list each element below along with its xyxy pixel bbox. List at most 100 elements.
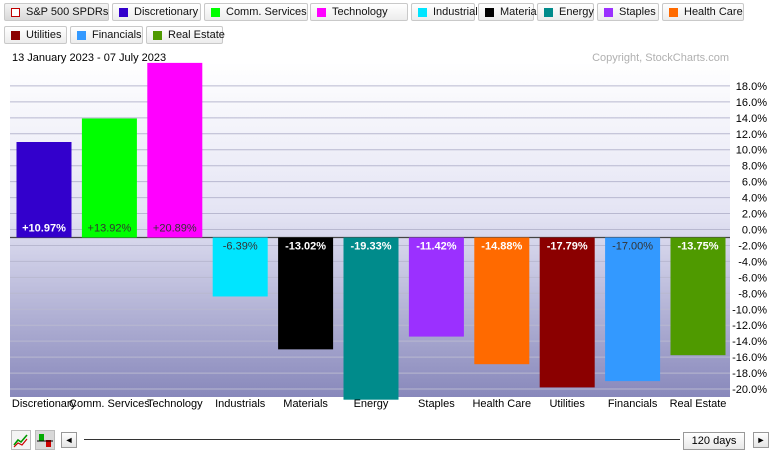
legend-materials[interactable]: Materials [478,3,545,21]
legend-label: Utilities [26,29,62,41]
y-tick-label: 10.0% [736,145,767,157]
legend-industrials[interactable]: Industrials [411,3,483,21]
x-tick-label: Energy [354,398,389,410]
y-tick-label: 4.0% [742,193,767,205]
y-tick-label: -8.0% [738,288,767,300]
legend-label: Materials [500,6,545,18]
legend-swatch [11,8,20,17]
scroll-right-button[interactable]: ► [753,432,769,448]
legend-label: Financials [92,29,142,41]
legend-label: Health Care [684,6,743,18]
legend-label: Industrials [433,6,484,18]
bar-value-label: -11.42% [416,241,457,253]
legend-swatch [604,8,613,17]
bar-value-label: -13.02% [285,241,326,253]
x-tick-label: Comm. Services [69,398,150,410]
legend-swatch [485,8,494,17]
y-tick-label: -6.0% [738,272,767,284]
legend-label: Comm. Services [226,6,307,18]
legend-s-p-500-spdrs[interactable]: S&P 500 SPDRs [4,3,109,21]
legend-financials[interactable]: Financials [70,26,143,44]
x-tick-label: Discretionary [12,398,77,410]
bar-value-label: +13.92% [88,223,132,235]
watermark: Copyright, StockCharts.com [592,52,729,64]
legend-swatch [544,8,553,17]
bar-chart-icon[interactable] [35,430,55,450]
bar [81,118,137,238]
y-tick-label: 14.0% [736,113,767,125]
legend-swatch [418,8,427,17]
x-tick-label: Industrials [215,398,266,410]
bars: +10.97% +13.92% +20.89% -6.39% -13.02% -19.33… [16,62,726,400]
bar [605,237,661,382]
bar-value-label: +20.89% [153,223,197,235]
y-tick-label: -18.0% [732,368,767,380]
y-tick-label: -16.0% [732,352,767,364]
y-tick-label: -2.0% [738,240,767,252]
x-tick-label: Technology [147,398,203,410]
bar [278,237,334,350]
bar [16,142,72,238]
legend-swatch [211,8,220,17]
y-tick-label: 16.0% [736,97,767,109]
x-tick-label: Materials [283,398,328,410]
bar [147,62,203,238]
bar-value-label: -17.79% [547,241,588,253]
scroll-left-button[interactable]: ◄ [61,432,77,448]
legend-energy[interactable]: Energy [537,3,594,21]
legend-swatch [317,8,326,17]
y-tick-label: 6.0% [742,177,767,189]
legend-health-care[interactable]: Health Care [662,3,744,21]
bar [212,237,268,297]
legend-swatch [119,8,128,17]
y-tick-label: -10.0% [732,304,767,316]
y-tick-label: 2.0% [742,209,767,221]
toolbar: ◄ 120 days ► [0,426,784,454]
legend-label: Technology [332,6,388,18]
y-axis: 18.0% 16.0% 14.0% 12.0% 10.0% 8.0% 6.0% 4.0% 2.0… [732,81,767,396]
legend-swatch [669,8,678,17]
legend-label: Energy [559,6,594,18]
chart: +10.97% +13.92% +20.89% -6.39% -13.02% -19.33… [0,50,784,422]
period-slider-track[interactable] [84,439,680,440]
legend-staples[interactable]: Staples [597,3,659,21]
y-tick-label: 8.0% [742,161,767,173]
legend-swatch [77,31,86,40]
y-tick-label: 18.0% [736,81,767,93]
y-tick-label: 0.0% [742,225,767,237]
legend-real-estate[interactable]: Real Estate [146,26,225,44]
legend-swatch [11,31,20,40]
bar [408,237,464,337]
x-tick-label: Staples [418,398,455,410]
line-chart-icon[interactable] [11,430,31,450]
bar [474,237,530,365]
bar [539,237,595,388]
legend-label: S&P 500 SPDRs [26,6,109,18]
x-tick-label: Health Care [472,398,531,410]
legend-swatch [153,31,162,40]
bar [670,237,726,356]
bar-value-label: -17.00% [612,241,653,253]
legend-comm-services[interactable]: Comm. Services [204,3,308,21]
legend-label: Staples [619,6,656,18]
y-tick-label: -20.0% [732,384,767,396]
bar-value-label: -13.75% [678,241,719,253]
y-tick-label: -14.0% [732,336,767,348]
y-tick-label: -12.0% [732,320,767,332]
legend-discretionary[interactable]: Discretionary [112,3,201,21]
period-slider-handle[interactable]: 120 days [683,432,745,450]
legend-technology[interactable]: Technology [310,3,408,21]
chart-subtitle: 13 January 2023 - 07 July 2023 [12,52,166,64]
x-tick-label: Utilities [549,398,585,410]
legend-utilities[interactable]: Utilities [4,26,67,44]
bar-value-label: -14.88% [481,241,522,253]
bar-value-label: +10.97% [22,223,66,235]
x-tick-label: Real Estate [670,398,727,410]
y-tick-label: -4.0% [738,256,767,268]
y-tick-label: 12.0% [736,129,767,141]
bar-value-label: -6.39% [223,241,258,253]
legend-label: Real Estate [168,29,225,41]
legend-label: Discretionary [134,6,199,18]
bar [343,237,399,400]
